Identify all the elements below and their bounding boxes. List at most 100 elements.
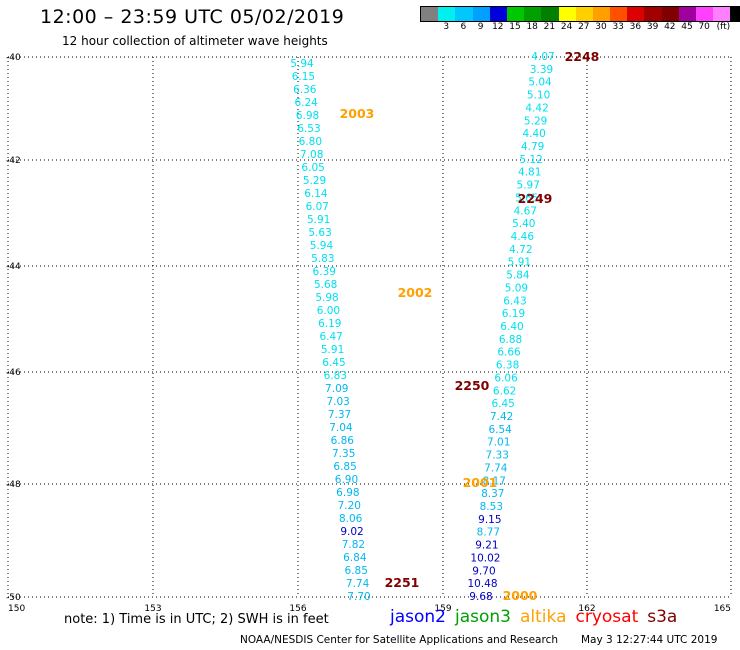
swh-value: 6.85	[345, 565, 368, 577]
swh-value: 7.09	[325, 383, 348, 395]
pass-time-label: 2002	[398, 285, 433, 300]
swh-value: 7.70	[347, 591, 370, 603]
swh-value: 8.37	[481, 488, 504, 500]
y-tick-label: -40	[6, 53, 21, 63]
pass-time-label: 2248	[565, 49, 600, 64]
satellite-name: altika	[520, 607, 567, 627]
legend-swatch	[506, 7, 525, 21]
x-tick-label: 156	[289, 604, 306, 614]
legend-swatch	[575, 7, 593, 21]
legend-label: 42	[664, 22, 676, 32]
legend-swatch	[696, 7, 714, 21]
pass-time-label: 2251	[385, 575, 420, 590]
swh-value: 5.09	[505, 282, 528, 294]
legend-swatch	[489, 7, 507, 21]
credit-text: NOAA/NESDIS Center for Satellite Applica…	[240, 634, 558, 646]
legend-label: 30	[595, 22, 607, 32]
legend-swatch	[644, 7, 662, 21]
satellite-legend: jason2 jason3 altika cryosat s3a	[390, 607, 686, 627]
pass-time-label: 2001	[463, 475, 498, 490]
swh-value: 6.38	[496, 360, 519, 372]
swh-value: 5.91	[321, 344, 344, 356]
swh-value: 6.24	[294, 97, 318, 109]
swh-value: 6.62	[493, 385, 516, 397]
legend-label: 70	[698, 22, 710, 32]
swh-value: 5.84	[506, 270, 530, 282]
page-subtitle: 12 hour collection of altimeter wave hei…	[62, 34, 328, 48]
swh-value: 4.79	[521, 141, 544, 153]
legend-label: 21	[543, 22, 556, 32]
pass-time-label: 2000	[503, 588, 538, 603]
legend-swatch	[627, 7, 645, 21]
swh-value: 6.39	[313, 266, 336, 278]
legend-label: 9	[477, 22, 484, 32]
x-tick-label: 162	[578, 604, 595, 614]
axis-tick-labels: 150 153 156 159 162 165 -40 -42 -44 -46 -48 -50	[6, 53, 731, 614]
swh-value: 8.53	[480, 501, 503, 513]
x-tick-label: 159	[434, 604, 451, 614]
swh-value: 4.81	[518, 167, 541, 179]
generated-timestamp: May 3 12:27:44 UTC 2019	[581, 634, 718, 646]
swh-value: 6.83	[324, 370, 347, 382]
pass-time-label: 2250	[455, 378, 490, 393]
legend-swatch	[541, 7, 559, 21]
swh-value: 6.88	[499, 334, 522, 346]
x-tick-label: 150	[8, 604, 25, 614]
y-tick-label: -44	[6, 262, 21, 272]
swh-value: 5.83	[311, 253, 334, 265]
legend-label: 6	[460, 22, 467, 32]
satellite-tracks: 5.946.156.366.246.986.536.807.086.055.29…	[290, 51, 554, 603]
swh-value: 4.40	[522, 128, 545, 140]
swh-value: 5.94	[290, 58, 314, 70]
swh-value: 6.19	[502, 308, 525, 320]
swh-value: 9.15	[478, 514, 501, 526]
legend-swatch	[661, 7, 679, 21]
x-tick-label: 153	[144, 604, 161, 614]
color-legend	[420, 6, 740, 22]
swh-value: 6.98	[336, 487, 359, 499]
swh-value: 5.12	[519, 154, 542, 166]
legend-swatch	[610, 7, 628, 21]
swh-value: 7.35	[332, 448, 355, 460]
swh-value: 8.77	[477, 527, 500, 539]
swh-value: 4.42	[525, 102, 548, 114]
swh-value: 6.47	[319, 331, 342, 343]
swh-value: 7.04	[329, 422, 353, 434]
satellite-name: jason2	[390, 607, 446, 627]
y-tick-label: -48	[6, 480, 21, 490]
swh-value: 7.08	[300, 149, 323, 161]
swh-value: 6.00	[317, 305, 340, 317]
swh-value: 5.98	[315, 292, 338, 304]
legend-swatch	[455, 7, 473, 21]
swh-value: 10.02	[470, 552, 500, 564]
swh-value: 5.91	[508, 257, 531, 269]
swh-value: 8.06	[339, 513, 363, 525]
legend-label: 12	[492, 22, 504, 32]
swh-value: 5.29	[524, 115, 547, 127]
swh-value: 9.02	[340, 526, 363, 538]
swh-value: 6.06	[494, 372, 518, 384]
legend-label: (ft)	[716, 22, 731, 32]
swh-value: 5.97	[517, 180, 540, 192]
swh-value: 3.39	[530, 64, 553, 76]
legend-swatch	[592, 7, 611, 21]
legend-label: 3	[443, 22, 450, 32]
swh-value: 9.21	[475, 540, 498, 552]
legend-label: 33	[612, 22, 624, 32]
swh-value: 6.66	[497, 347, 521, 359]
swh-value: 5.94	[310, 240, 334, 252]
swh-value: 6.98	[296, 110, 319, 122]
swh-value: 5.40	[512, 218, 535, 230]
legend-label: 15	[509, 22, 521, 32]
swh-value: 6.14	[304, 188, 328, 200]
pass-time-labels: 2248 2003 2249 2002 2250 2001 2251 2000	[340, 49, 600, 603]
swh-value: 7.03	[326, 396, 349, 408]
swh-value: 9.68	[469, 591, 492, 603]
swh-value: 5.91	[307, 214, 330, 226]
swh-value: 7.37	[328, 409, 351, 421]
legend-swatch	[472, 7, 490, 21]
satellite-name: s3a	[647, 607, 678, 627]
satellite-name: jason3	[455, 607, 511, 627]
swh-value: 7.01	[487, 437, 510, 449]
